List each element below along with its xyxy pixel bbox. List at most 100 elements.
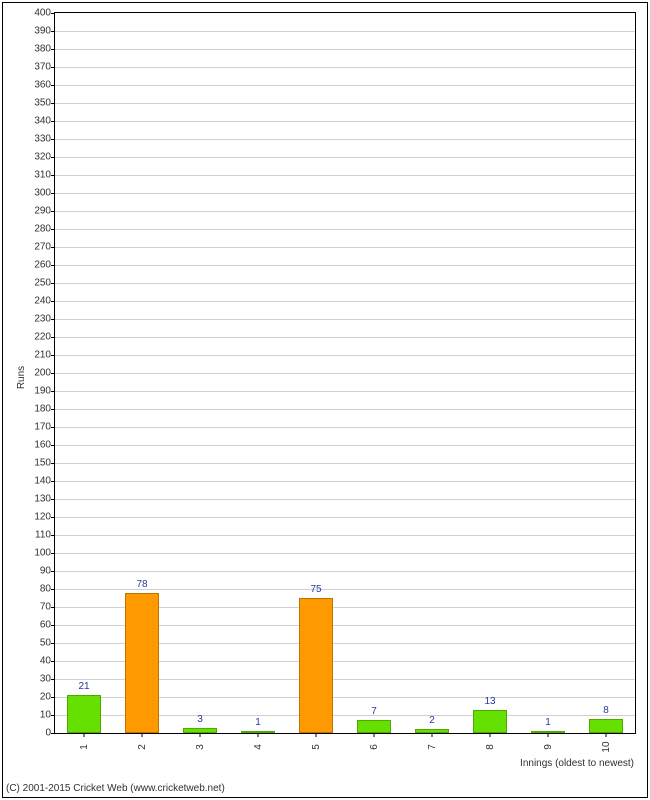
y-tick-label: 210 [34, 350, 55, 361]
y-tick-label: 360 [34, 80, 55, 91]
plot-area: 0102030405060708090100110120130140150160… [54, 12, 636, 734]
y-tick-label: 290 [34, 206, 55, 217]
y-tick-label: 140 [34, 476, 55, 487]
y-tick-label: 0 [45, 728, 55, 739]
y-tick-label: 120 [34, 512, 55, 523]
x-tick-mark [490, 733, 491, 737]
grid-line [55, 139, 635, 140]
y-tick-label: 260 [34, 260, 55, 271]
bar-value-label: 7 [371, 706, 377, 717]
y-tick-label: 320 [34, 152, 55, 163]
y-tick-label: 110 [35, 530, 55, 541]
grid-line [55, 373, 635, 374]
bar-value-label: 3 [197, 714, 203, 725]
bar-value-label: 13 [484, 696, 495, 707]
grid-line [55, 517, 635, 518]
grid-line [55, 67, 635, 68]
x-tick-label: 7 [427, 744, 438, 750]
grid-line [55, 553, 635, 554]
y-tick-label: 180 [34, 404, 55, 415]
y-tick-label: 380 [34, 44, 55, 55]
y-tick-label: 150 [34, 458, 55, 469]
y-tick-label: 30 [40, 674, 55, 685]
x-tick-mark [374, 733, 375, 737]
y-axis-title: Runs [16, 366, 27, 389]
y-tick-label: 200 [34, 368, 55, 379]
grid-line [55, 175, 635, 176]
grid-line [55, 85, 635, 86]
bar [67, 695, 102, 733]
x-tick-label: 2 [137, 744, 148, 750]
grid-line [55, 427, 635, 428]
bar-value-label: 1 [255, 717, 261, 728]
y-tick-label: 130 [34, 494, 55, 505]
x-tick-label: 3 [195, 744, 206, 750]
x-tick-mark [432, 733, 433, 737]
grid-line [55, 391, 635, 392]
x-tick-mark [258, 733, 259, 737]
x-tick-label: 4 [253, 744, 264, 750]
grid-line [55, 463, 635, 464]
y-tick-label: 160 [34, 440, 55, 451]
y-tick-label: 340 [34, 116, 55, 127]
bar [183, 728, 218, 733]
grid-line [55, 265, 635, 266]
bar [241, 731, 276, 733]
copyright-text: (C) 2001-2015 Cricket Web (www.cricketwe… [6, 783, 225, 794]
y-tick-label: 300 [34, 188, 55, 199]
y-tick-label: 60 [40, 620, 55, 631]
y-tick-label: 350 [34, 98, 55, 109]
x-tick-label: 8 [485, 744, 496, 750]
y-tick-label: 230 [34, 314, 55, 325]
x-tick-label: 6 [369, 744, 380, 750]
bar-value-label: 1 [545, 717, 551, 728]
bar [125, 593, 160, 733]
y-tick-label: 170 [34, 422, 55, 433]
bar [415, 729, 450, 733]
y-tick-label: 40 [40, 656, 55, 667]
grid-line [55, 337, 635, 338]
y-tick-label: 10 [40, 710, 55, 721]
y-tick-label: 80 [40, 584, 55, 595]
y-tick-label: 370 [34, 62, 55, 73]
x-tick-mark [200, 733, 201, 737]
grid-line [55, 319, 635, 320]
bar [473, 710, 508, 733]
x-tick-mark [316, 733, 317, 737]
y-tick-label: 310 [34, 170, 55, 181]
y-tick-label: 250 [34, 278, 55, 289]
grid-line [55, 445, 635, 446]
grid-line [55, 229, 635, 230]
bar [531, 731, 566, 733]
bar [589, 719, 624, 733]
y-tick-label: 70 [40, 602, 55, 613]
grid-line [55, 193, 635, 194]
y-tick-label: 330 [34, 134, 55, 145]
x-axis-title: Innings (oldest to newest) [520, 758, 634, 769]
grid-line [55, 283, 635, 284]
grid-line [55, 121, 635, 122]
y-tick-label: 190 [34, 386, 55, 397]
bar-value-label: 2 [429, 715, 435, 726]
y-tick-label: 280 [34, 224, 55, 235]
x-tick-label: 9 [543, 744, 554, 750]
y-tick-label: 220 [34, 332, 55, 343]
x-tick-mark [606, 733, 607, 737]
grid-line [55, 157, 635, 158]
x-tick-label: 5 [311, 744, 322, 750]
bar [357, 720, 392, 733]
grid-line [55, 535, 635, 536]
x-tick-mark [142, 733, 143, 737]
grid-line [55, 499, 635, 500]
grid-line [55, 247, 635, 248]
y-tick-label: 400 [34, 8, 55, 19]
grid-line [55, 211, 635, 212]
grid-line [55, 103, 635, 104]
bar-value-label: 21 [78, 681, 89, 692]
y-tick-label: 90 [40, 566, 55, 577]
y-tick-label: 270 [34, 242, 55, 253]
bar-value-label: 75 [310, 584, 321, 595]
x-tick-mark [84, 733, 85, 737]
bar-value-label: 78 [136, 579, 147, 590]
bar-value-label: 8 [603, 705, 609, 716]
